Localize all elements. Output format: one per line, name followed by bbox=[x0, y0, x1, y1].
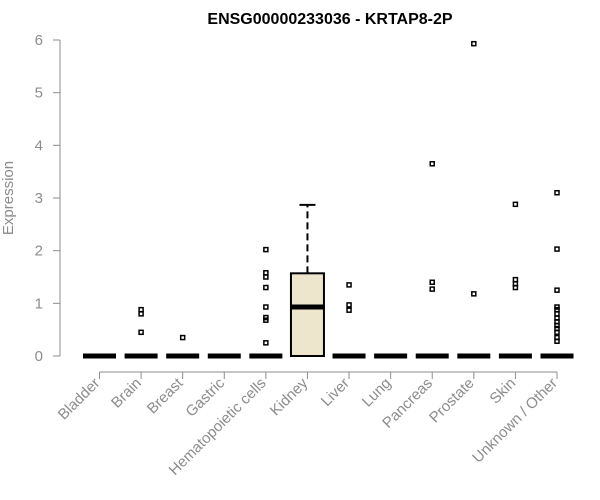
x-tick-label: Bladder bbox=[55, 375, 104, 424]
y-tick-label: 2 bbox=[35, 243, 43, 260]
y-tick-label: 4 bbox=[35, 137, 43, 154]
outlier-point bbox=[471, 40, 477, 47]
plot-area bbox=[83, 40, 574, 359]
y-axis-label: Expression bbox=[0, 161, 17, 235]
outlier-point bbox=[263, 270, 269, 276]
box-group bbox=[289, 203, 325, 357]
outlier-point bbox=[554, 189, 560, 196]
x-tick-label: Breast bbox=[144, 374, 187, 417]
outlier-point bbox=[429, 286, 435, 292]
outlier-point bbox=[138, 306, 144, 313]
x-tick-label: Kidney bbox=[267, 374, 312, 419]
x-tick-label: Lung bbox=[359, 375, 395, 411]
outlier-point bbox=[138, 329, 144, 336]
outlier-point bbox=[346, 302, 352, 308]
outlier-point bbox=[554, 334, 560, 341]
y-tick-label: 5 bbox=[35, 85, 43, 102]
outlier-point bbox=[554, 315, 560, 321]
y-tick-label: 3 bbox=[35, 190, 43, 207]
x-tick-label: Liver bbox=[318, 375, 353, 410]
x-tick-label: Brain bbox=[108, 375, 145, 412]
x-tick-label: Prostate bbox=[426, 375, 478, 427]
outlier-point bbox=[179, 334, 186, 341]
outlier-point bbox=[512, 276, 519, 283]
box-group bbox=[457, 40, 491, 359]
outlier-point bbox=[263, 304, 269, 310]
box-group bbox=[124, 306, 158, 359]
outlier-point bbox=[263, 284, 269, 291]
y-axis: 0 1 2 3 4 5 6 bbox=[35, 32, 61, 365]
outlier-point bbox=[554, 287, 560, 293]
outlier-point bbox=[263, 274, 269, 280]
y-tick-label: 6 bbox=[35, 32, 43, 49]
outlier-point bbox=[138, 311, 144, 317]
outlier-point bbox=[554, 325, 560, 332]
chart-title: ENSG00000233036 - KRTAP8-2P bbox=[207, 11, 452, 28]
outlier-point bbox=[263, 246, 269, 253]
box-group bbox=[498, 201, 532, 359]
outlier-point bbox=[554, 304, 560, 310]
outlier-point bbox=[429, 279, 435, 286]
outlier-point bbox=[346, 282, 352, 288]
box-group bbox=[540, 189, 574, 359]
outlier-point bbox=[554, 311, 560, 317]
x-tick-label: Skin bbox=[487, 375, 520, 408]
outlier-point bbox=[346, 307, 352, 313]
box-group bbox=[166, 334, 200, 359]
outlier-point bbox=[554, 246, 560, 252]
outlier-point bbox=[263, 340, 269, 346]
box-group bbox=[332, 282, 366, 359]
outlier-point bbox=[263, 314, 269, 321]
outlier-point bbox=[429, 161, 435, 167]
outlier-point bbox=[471, 291, 477, 297]
y-tick-label: 1 bbox=[35, 295, 43, 312]
outlier-point bbox=[512, 281, 519, 287]
box bbox=[289, 272, 325, 357]
outlier-point bbox=[512, 201, 519, 208]
box-group bbox=[415, 161, 449, 359]
y-tick-label: 0 bbox=[35, 348, 43, 365]
box-group bbox=[249, 246, 283, 359]
